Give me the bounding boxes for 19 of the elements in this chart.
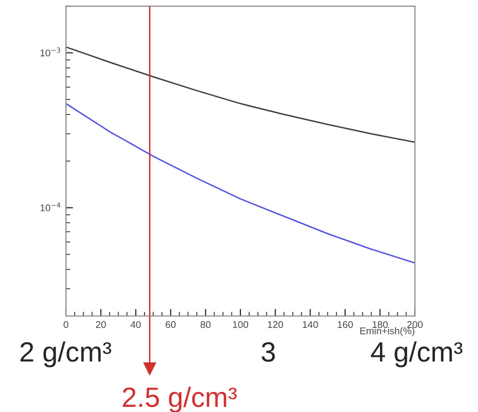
x-tick-label: 20 — [96, 321, 106, 328]
x-tick-label: 120 — [268, 321, 284, 328]
x-tick-label: 200 — [407, 321, 423, 328]
x-tick-label: 160 — [338, 321, 353, 328]
x-tick-label: 140 — [302, 321, 318, 328]
text: 2 g/cm³ — [20, 341, 112, 368]
text: 3 — [262, 342, 275, 362]
y-tick-label: 10$^{−4}$ — [40, 202, 60, 212]
text: 4 g/cm³ — [370, 341, 462, 368]
x-tick-label: 100 — [233, 321, 248, 328]
x-tick-label: 40 — [130, 321, 141, 328]
x-tick-label: 0 — [64, 321, 68, 328]
line-series — [66, 46, 415, 143]
x-tick-label: 60 — [166, 321, 176, 328]
line-series — [66, 102, 415, 264]
x-axis-title: Emin+ish(%) — [360, 327, 414, 336]
y-tick-label: 10$^{−3}$ — [40, 47, 60, 56]
x-tick-label: 180 — [372, 321, 388, 328]
x-tick-label: 80 — [200, 321, 211, 328]
